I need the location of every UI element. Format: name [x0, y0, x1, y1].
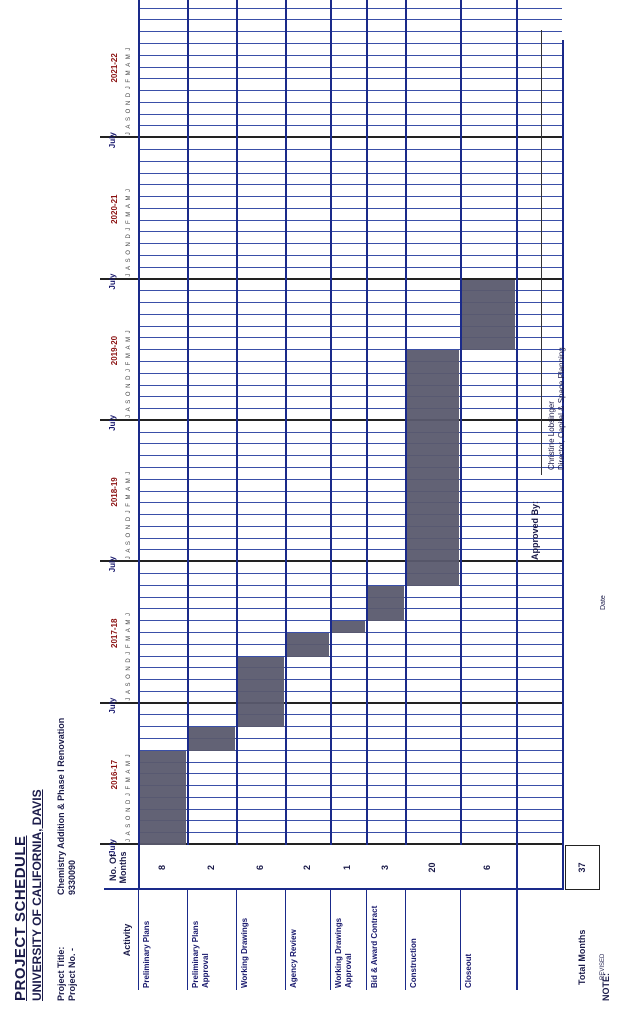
total-months-value: 37 [565, 845, 600, 890]
fiscal-year-label: 2019-20 [110, 335, 119, 366]
activity-months: 3 [379, 865, 390, 871]
gantt-bar [368, 585, 404, 622]
fiscal-year-label: 2018-19 [110, 477, 119, 507]
page-title: PROJECT SCHEDULE [12, 835, 29, 1001]
activity-months: 6 [482, 865, 492, 871]
approver-name: Christine Lobsinger [547, 401, 556, 470]
month-letters: JASONDJFMAMJ [126, 44, 132, 136]
activity-name: Bid & Award Contract [366, 890, 405, 990]
revised-label: REVISED [600, 953, 606, 980]
project-title-value: Chemistry Addition & Phase I Renovation [56, 717, 66, 895]
gantt-bar [287, 632, 329, 657]
approver-title: Director, Capital & Space Planning [557, 347, 566, 470]
activity-name: Preliminary Plans [138, 890, 187, 990]
activity-name: Preliminary Plans Approval [187, 890, 236, 990]
activity-months: 2 [301, 865, 312, 871]
gantt-bar [332, 621, 365, 633]
july-label: July [108, 414, 117, 431]
july-label: July [108, 273, 117, 290]
gantt-bar [140, 750, 186, 845]
activity-months: 6 [254, 865, 265, 871]
fiscal-year-label: 2016-17 [110, 759, 119, 790]
july-label: July [108, 697, 117, 714]
fiscal-year-label: 2021-22 [110, 53, 119, 83]
month-letters: JASONDJFMAMJ [126, 609, 132, 701]
activity-name: Closeout [460, 890, 516, 990]
activity-name: Working Drawings [236, 890, 285, 990]
activity-name: Construction [405, 890, 460, 990]
gantt-bar [407, 350, 459, 586]
activity-name: Working Drawings Approval [330, 890, 366, 990]
month-letters: JASONDJFMAMJ [126, 750, 132, 842]
july-label: July [108, 132, 117, 149]
july-label: July [108, 838, 117, 855]
activity-months: 1 [342, 865, 352, 871]
approved-by-label: Approved By: [530, 500, 540, 560]
fiscal-year-label: 2020-21 [110, 194, 119, 224]
activity-header: Activity [122, 923, 132, 957]
month-letters: JASONDJFMAMJ [126, 326, 132, 418]
activity-months: 20 [426, 862, 437, 873]
fiscal-year-label: 2017-18 [110, 618, 119, 648]
july-label: July [108, 556, 117, 573]
project-title-label: Project Title: [56, 946, 66, 1001]
project-no-value: 9330090 [67, 859, 77, 895]
date-label: Date [600, 595, 607, 610]
project-no-label: Project No. - [67, 947, 77, 1001]
activity-name: Agency Review [285, 890, 330, 990]
month-letters: JASONDJFMAMJ [126, 468, 132, 560]
total-months-label: Total Months [577, 929, 587, 985]
gantt-bar [462, 279, 515, 351]
activity-months: 2 [205, 865, 216, 871]
page-subtitle: UNIVERSITY OF CALIFORNIA, DAVIS [30, 789, 44, 1001]
activity-months: 8 [156, 865, 167, 871]
month-letters: JASONDJFMAMJ [126, 185, 132, 277]
gantt-bar [189, 727, 235, 751]
gantt-bar [238, 656, 284, 728]
